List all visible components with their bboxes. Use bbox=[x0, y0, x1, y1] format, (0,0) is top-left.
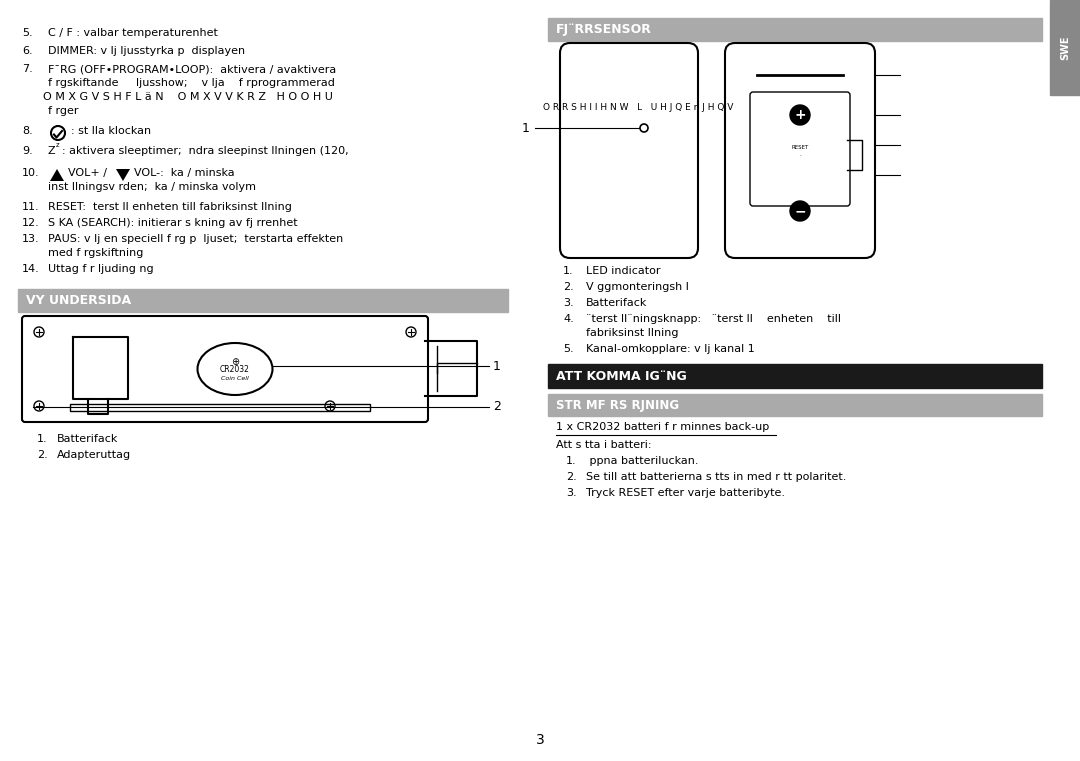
Text: 1.: 1. bbox=[563, 266, 573, 276]
Bar bbox=[70, 404, 370, 411]
Text: z: z bbox=[56, 142, 59, 148]
Polygon shape bbox=[50, 169, 64, 181]
Text: Batterifack: Batterifack bbox=[586, 298, 647, 308]
Text: Coin Cell: Coin Cell bbox=[221, 375, 248, 380]
Text: SWE: SWE bbox=[1059, 36, 1070, 60]
Text: 14.: 14. bbox=[22, 264, 40, 274]
Text: Att s tta i batteri:: Att s tta i batteri: bbox=[556, 440, 651, 450]
Text: CR2032: CR2032 bbox=[220, 365, 249, 374]
Text: V ggmonteringsh l: V ggmonteringsh l bbox=[586, 282, 689, 292]
Text: fabriksinst llning: fabriksinst llning bbox=[586, 328, 678, 338]
Text: S KA (SEARCH): initierar s kning av fj rrenhet: S KA (SEARCH): initierar s kning av fj r… bbox=[48, 218, 298, 228]
Text: med f rgskiftning: med f rgskiftning bbox=[48, 248, 144, 258]
Text: ATT KOMMA IG¨NG: ATT KOMMA IG¨NG bbox=[556, 370, 687, 383]
Text: +: + bbox=[794, 108, 806, 122]
Text: 8.: 8. bbox=[22, 126, 32, 136]
Text: ⊕: ⊕ bbox=[231, 357, 239, 367]
Text: VOL+ /: VOL+ / bbox=[68, 168, 107, 178]
Text: 5.: 5. bbox=[563, 344, 573, 354]
Text: f rger: f rger bbox=[48, 106, 79, 116]
Text: 1 x CR2032 batteri f r minnes back-up: 1 x CR2032 batteri f r minnes back-up bbox=[556, 422, 769, 432]
Text: −: − bbox=[794, 204, 806, 218]
Text: Kanal-omkopplare: v lj kanal 1: Kanal-omkopplare: v lj kanal 1 bbox=[586, 344, 755, 354]
Text: ¨terst ll¨ningsknapp:   ¨terst ll    enheten    till: ¨terst ll¨ningsknapp: ¨terst ll enheten … bbox=[586, 314, 841, 324]
Text: O R R S H I I H N W   L   U H J Q E n J H Q V: O R R S H I I H N W L U H J Q E n J H Q … bbox=[543, 103, 733, 113]
Text: inst llningsv rden;  ka / minska volym: inst llningsv rden; ka / minska volym bbox=[48, 182, 256, 192]
Text: RESET: RESET bbox=[792, 145, 809, 150]
Text: 3.: 3. bbox=[566, 488, 577, 498]
Text: 3: 3 bbox=[536, 733, 544, 747]
Text: 1: 1 bbox=[522, 122, 530, 135]
Text: 2.: 2. bbox=[563, 282, 573, 292]
Text: 5.: 5. bbox=[22, 28, 32, 38]
Polygon shape bbox=[116, 169, 130, 181]
Text: 1.: 1. bbox=[566, 456, 577, 466]
Text: : aktivera sleeptimer;  ndra sleepinst llningen (120,: : aktivera sleeptimer; ndra sleepinst ll… bbox=[62, 146, 349, 156]
Text: : st lla klockan: : st lla klockan bbox=[71, 126, 151, 136]
Text: 2.: 2. bbox=[37, 450, 48, 460]
Text: f rgskiftande     ljusshow;    v lja    f rprogrammerad: f rgskiftande ljusshow; v lja f rprogram… bbox=[48, 78, 335, 88]
Bar bbox=[18, 289, 508, 312]
Text: Z: Z bbox=[48, 146, 56, 156]
Text: 9.: 9. bbox=[22, 146, 32, 156]
Bar bbox=[548, 394, 1042, 416]
Text: 3.: 3. bbox=[563, 298, 573, 308]
Text: ppna batteriluckan.: ppna batteriluckan. bbox=[586, 456, 699, 466]
Text: 6.: 6. bbox=[22, 46, 32, 56]
Text: LED indicator: LED indicator bbox=[586, 266, 661, 276]
Bar bbox=[548, 364, 1042, 388]
Text: 12.: 12. bbox=[22, 218, 40, 228]
Text: Tryck RESET efter varje batteribyte.: Tryck RESET efter varje batteribyte. bbox=[586, 488, 785, 498]
Text: 2: 2 bbox=[492, 400, 501, 413]
Text: RESET:  terst ll enheten till fabriksinst llning: RESET: terst ll enheten till fabriksinst… bbox=[48, 202, 292, 212]
Text: Se till att batterierna s tts in med r tt polaritet.: Se till att batterierna s tts in med r t… bbox=[586, 472, 847, 482]
Bar bbox=[548, 18, 1042, 41]
Text: STR MF RS RJNING: STR MF RS RJNING bbox=[556, 399, 679, 412]
Circle shape bbox=[789, 105, 810, 125]
Text: DIMMER: v lj ljusstyrka p  displayen: DIMMER: v lj ljusstyrka p displayen bbox=[48, 46, 245, 56]
Circle shape bbox=[789, 201, 810, 221]
Text: ·: · bbox=[799, 153, 801, 158]
Text: 2.: 2. bbox=[566, 472, 577, 482]
Text: 1: 1 bbox=[492, 359, 501, 372]
Text: Uttag f r ljuding ng: Uttag f r ljuding ng bbox=[48, 264, 153, 274]
Text: F¯RG (OFF•PROGRAM•LOOP):  aktivera / avaktivera: F¯RG (OFF•PROGRAM•LOOP): aktivera / avak… bbox=[48, 64, 336, 74]
Text: Batterifack: Batterifack bbox=[57, 434, 119, 444]
Text: O M X G V S H F L ä N    O M X V V K R Z   H O O H U: O M X G V S H F L ä N O M X V V K R Z H … bbox=[43, 92, 333, 102]
Text: 4.: 4. bbox=[563, 314, 573, 324]
Text: 10.: 10. bbox=[22, 168, 40, 178]
Text: 13.: 13. bbox=[22, 234, 40, 244]
Text: VY UNDERSIDA: VY UNDERSIDA bbox=[26, 295, 131, 307]
Text: PAUS: v lj en speciell f rg p  ljuset;  terstarta effekten: PAUS: v lj en speciell f rg p ljuset; te… bbox=[48, 234, 343, 244]
Text: Adapteruttag: Adapteruttag bbox=[57, 450, 131, 460]
Bar bbox=[1050, 0, 1080, 95]
Text: 11.: 11. bbox=[22, 202, 40, 212]
Text: 1.: 1. bbox=[37, 434, 48, 444]
Text: VOL-:  ka / minska: VOL-: ka / minska bbox=[134, 168, 234, 178]
Text: 7.: 7. bbox=[22, 64, 32, 74]
Text: C / F : valbar temperaturenhet: C / F : valbar temperaturenhet bbox=[48, 28, 218, 38]
Text: FJ¨RRSENSOR: FJ¨RRSENSOR bbox=[556, 24, 652, 37]
